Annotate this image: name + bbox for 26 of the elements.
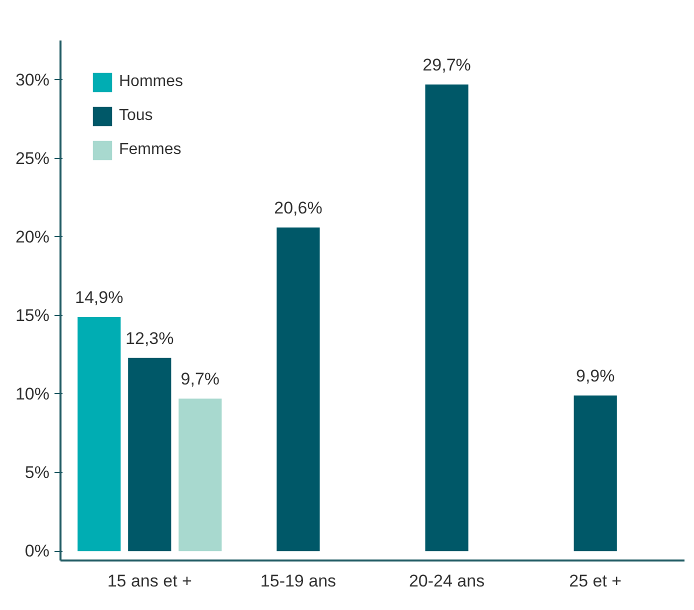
bar <box>128 358 172 552</box>
data-label: 29,7% <box>422 55 471 74</box>
y-tick-label: 10% <box>15 384 50 404</box>
bar <box>425 84 468 552</box>
data-label: 20,6% <box>274 198 322 218</box>
y-tick-label: 20% <box>15 227 50 246</box>
legend-label: Tous <box>119 107 153 125</box>
x-tick-label: 20-24 ans <box>408 572 485 590</box>
data-label: 9,9% <box>576 366 615 386</box>
data-label: 12,3% <box>126 328 174 348</box>
y-tick-label: 5% <box>24 463 50 482</box>
legend-label: Hommes <box>119 73 184 91</box>
data-label: 9,7% <box>180 370 220 389</box>
bar <box>574 396 617 552</box>
y-tick-label: 30% <box>15 70 50 90</box>
y-tick-label: 25% <box>15 148 50 168</box>
data-label: 14,9% <box>75 288 124 307</box>
bar <box>78 316 121 552</box>
bar <box>276 227 320 552</box>
y-tick-label: 0% <box>24 542 50 561</box>
y-tick-label: 15% <box>15 306 50 325</box>
x-tick-label: 15 ans et + <box>107 572 192 590</box>
x-tick-label: 15-19 ans <box>260 572 336 590</box>
legend-label: Femmes <box>119 141 182 159</box>
bar <box>178 398 222 552</box>
x-tick-label: 25 et + <box>569 572 622 590</box>
